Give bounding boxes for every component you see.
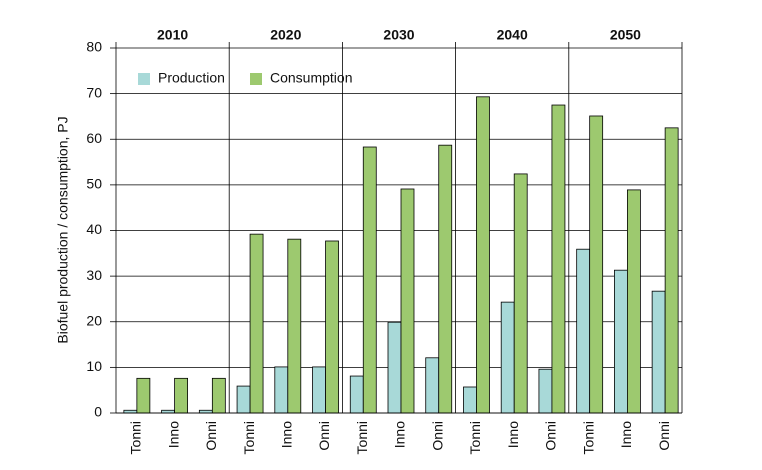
x-tick-label: Tonni — [128, 421, 144, 454]
y-axis-label: Biofuel production / consumption, PJ — [55, 116, 71, 343]
bar — [463, 386, 477, 414]
bar — [576, 248, 591, 414]
bar — [136, 377, 151, 414]
y-tick-label: 50 — [86, 176, 102, 192]
x-tick-label: Inno — [505, 421, 521, 448]
y-tick-label: 80 — [86, 39, 102, 55]
bar — [664, 127, 679, 414]
bar — [161, 409, 176, 414]
bar — [400, 188, 415, 414]
x-tick-label: Onni — [543, 421, 559, 451]
x-tick-label: Tonni — [467, 421, 483, 454]
group-label: 2040 — [497, 27, 528, 43]
y-tick-label: 40 — [86, 221, 102, 237]
bar — [274, 366, 289, 414]
x-tick-label: Inno — [618, 421, 634, 448]
legend-swatch — [138, 73, 150, 85]
bar — [198, 409, 213, 414]
y-tick-label: 30 — [86, 267, 102, 283]
bar — [513, 173, 528, 414]
bar — [627, 189, 641, 414]
y-tick-label: 10 — [86, 358, 102, 374]
bar — [236, 385, 251, 414]
group-label: 2050 — [610, 27, 641, 43]
bar — [500, 301, 515, 414]
y-tick-label: 20 — [86, 312, 102, 328]
x-tick-label: Tonni — [580, 421, 596, 454]
group-label: 2020 — [270, 27, 301, 43]
bar — [476, 96, 490, 414]
x-tick-label: Inno — [279, 421, 295, 448]
bar — [211, 377, 226, 414]
legend-label: Production — [158, 70, 225, 86]
bar — [349, 375, 364, 414]
bar — [312, 366, 326, 414]
bar — [589, 115, 604, 414]
legend-label: Consumption — [270, 70, 353, 86]
group-label: 2010 — [157, 27, 188, 43]
y-tick-label: 60 — [86, 130, 102, 146]
bar — [325, 240, 339, 414]
x-tick-label: Onni — [203, 421, 219, 451]
x-tick-label: Inno — [165, 421, 181, 448]
group-label: 2030 — [383, 27, 414, 43]
bar — [538, 368, 553, 414]
y-tick-label: 0 — [94, 404, 102, 420]
bar — [387, 321, 402, 414]
bar — [362, 146, 377, 414]
bar — [249, 233, 264, 414]
x-tick-label: Onni — [316, 421, 332, 451]
x-tick-label: Onni — [656, 421, 672, 451]
x-tick-label: Onni — [429, 421, 445, 451]
legend-swatch — [250, 73, 262, 85]
x-tick-label: Tonni — [241, 421, 257, 454]
bar — [174, 377, 189, 414]
bar — [287, 238, 302, 414]
bar — [651, 290, 666, 414]
bar — [123, 409, 138, 414]
x-tick-label: Inno — [392, 421, 408, 448]
bar — [425, 357, 440, 414]
x-tick-label: Tonni — [354, 421, 370, 454]
bar — [551, 104, 566, 414]
bar — [614, 269, 628, 414]
y-tick-label: 70 — [86, 84, 102, 100]
bar — [438, 144, 453, 414]
